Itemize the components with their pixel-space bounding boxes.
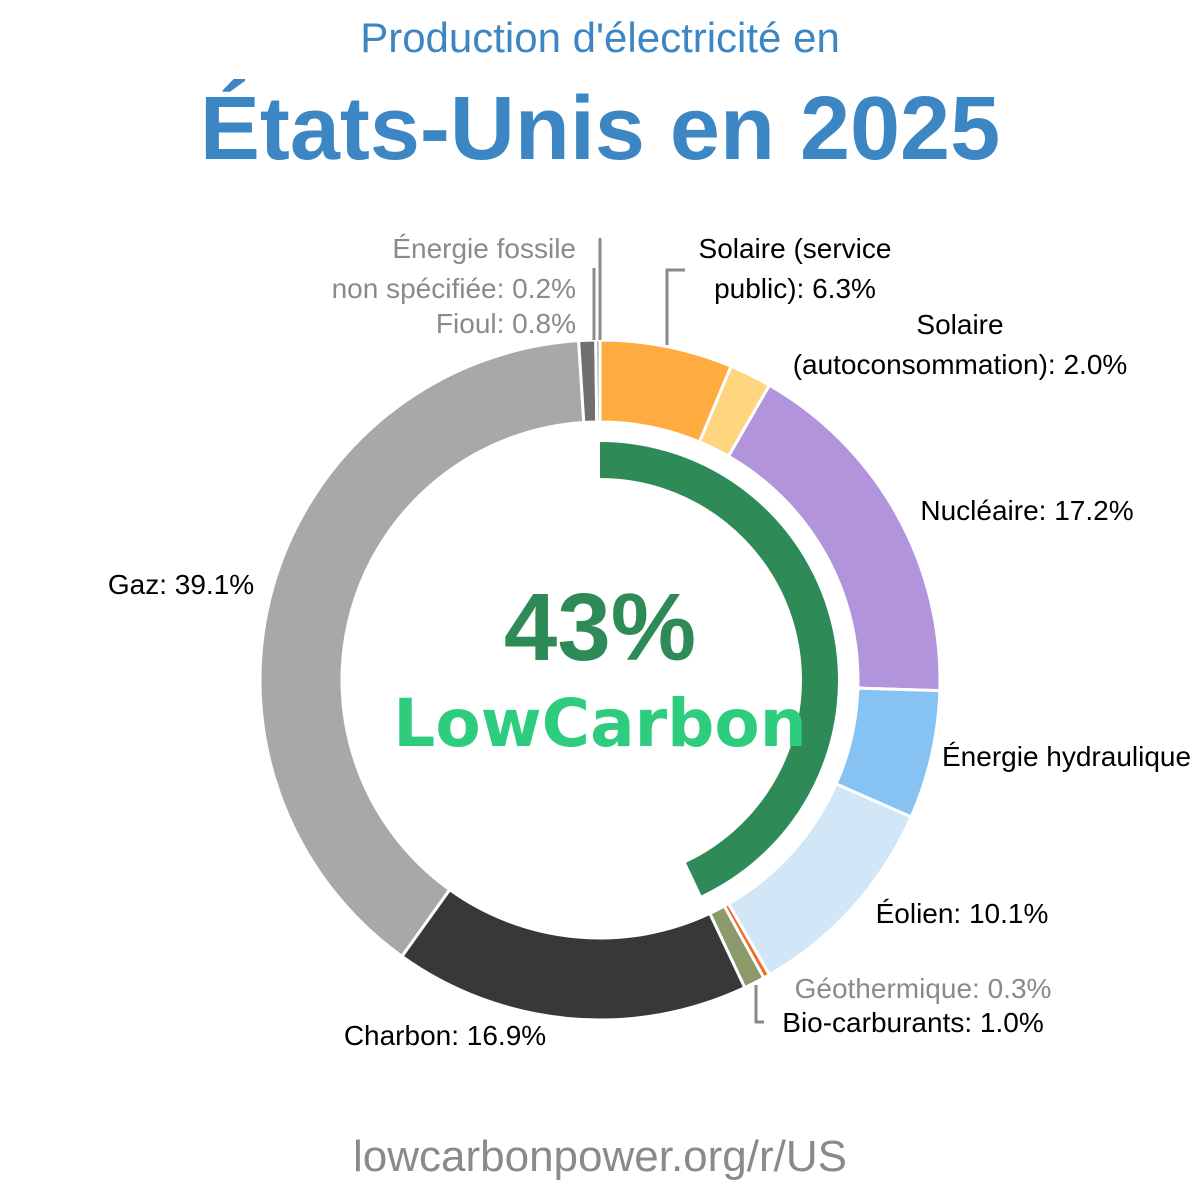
leader-solaire-service [665,268,685,345]
label-energie-fossile: Énergie fossile non spécifiée: 0.2% [332,233,576,304]
lowcarbon-logo-text: LowCarbon [393,685,806,762]
chart-subtitle: Production d'électricité en [360,14,840,61]
label-solaire: Solaire (autoconsommation): 2.0% [793,309,1128,380]
low-carbon-arc [599,442,838,896]
label-geothermique-0-3: Géothermique: 0.3% [795,973,1052,1004]
source-url: lowcarbonpower.org/r/US [352,1132,847,1181]
low-carbon-percentage: 43% [504,574,696,681]
label-eolien-10-1: Éolien: 10.1% [876,898,1049,929]
label-gaz-39-1: Gaz: 39.1% [108,569,254,600]
leader-bio-carburants-1-0 [754,985,764,1024]
slice-labels: Solaire (service public): 6.3%Solaire (aut… [108,233,1191,1051]
leader-lines [592,238,764,1024]
chart-title: États-Unis en 2025 [199,79,1001,179]
label-charbon-16-9: Charbon: 16.9% [344,1020,546,1051]
slice-gaz-39-1 [258,339,586,959]
label-bio-carburants-1-0: Bio-carburants: 1.0% [782,1007,1043,1038]
label-solaire-service: Solaire (service public): 6.3% [699,233,892,304]
label-fioul-0-8: Fioul: 0.8% [436,308,576,339]
label-energie-hydraulique: Énergie hydraulique [942,741,1191,772]
slices-group [258,338,942,1022]
label-nucleaire-17-2: Nucléaire: 17.2% [920,495,1133,526]
slice-energie-fossile [594,338,602,424]
slice-charbon-16-9 [399,887,747,1022]
